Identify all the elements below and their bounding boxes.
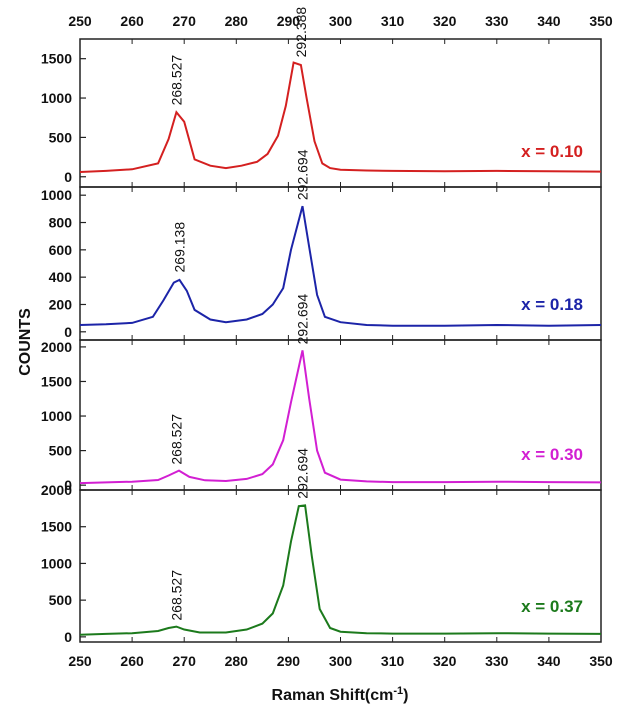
y-tick-label: 600 bbox=[49, 242, 73, 258]
panels-layer: 0 500 1000 1500 268.527 292.388 x = 0.10 0 200 40… bbox=[41, 7, 602, 645]
top-x-tick-label: 350 bbox=[589, 13, 613, 29]
top-x-tick-label: 270 bbox=[173, 13, 197, 29]
top-x-tick-label: 280 bbox=[225, 13, 249, 29]
y-tick-label: 500 bbox=[49, 443, 73, 459]
y-tick-label: 500 bbox=[49, 129, 73, 145]
x-axis-title-close: ) bbox=[403, 687, 408, 704]
y-tick-label: 1000 bbox=[41, 90, 72, 106]
series-line bbox=[79, 504, 602, 636]
peak-label: 292.694 bbox=[294, 294, 310, 345]
panel-label: x = 0.30 bbox=[521, 445, 583, 464]
panel-1: 0 500 1000 1500 268.527 292.388 x = 0.10 bbox=[41, 7, 602, 188]
panel-label: x = 0.18 bbox=[521, 295, 583, 314]
y-tick-label: 0 bbox=[64, 477, 72, 493]
y-tick-label: 800 bbox=[49, 215, 73, 231]
peak-label: 268.527 bbox=[169, 570, 185, 621]
y-axis-title: COUNTS bbox=[17, 308, 34, 376]
bottom-x-tick-label: 310 bbox=[381, 653, 405, 669]
bottom-x-tick-label: 340 bbox=[537, 653, 561, 669]
bottom-x-tick-label: 330 bbox=[485, 653, 509, 669]
top-x-tick-label: 310 bbox=[381, 13, 405, 29]
top-x-tick-label: 290 bbox=[277, 13, 301, 29]
y-tick-label: 200 bbox=[49, 296, 73, 312]
top-x-tick-label: 340 bbox=[537, 13, 561, 29]
top-x-axis: 250 260 270 280 290 300 310 320 330 340 350 bbox=[68, 13, 613, 29]
y-tick-label: 400 bbox=[49, 269, 73, 285]
bottom-x-tick-label: 290 bbox=[277, 653, 301, 669]
top-x-tick-label: 320 bbox=[433, 13, 457, 29]
y-tick-label: 1000 bbox=[41, 555, 72, 571]
peak-label: 268.527 bbox=[169, 55, 185, 106]
y-tick-label: 2000 bbox=[41, 339, 72, 355]
y-tick-label: 2000 bbox=[41, 482, 72, 498]
y-tick-label: 1500 bbox=[41, 51, 72, 67]
panel-4: 0 500 1000 1500 2000 268.527 292.694 x = 0.37 bbox=[41, 448, 602, 645]
bottom-x-tick-label: 300 bbox=[329, 653, 353, 669]
peak-label: 292.388 bbox=[293, 7, 309, 58]
panel-label: x = 0.10 bbox=[521, 142, 583, 161]
y-tick-label: 1500 bbox=[41, 373, 72, 389]
peak-label: 269.138 bbox=[172, 222, 188, 273]
y-tick-label: 0 bbox=[64, 169, 72, 185]
y-tick-label: 1000 bbox=[41, 408, 72, 424]
y-tick-label: 1500 bbox=[41, 519, 72, 535]
bottom-x-tick-label: 270 bbox=[173, 653, 197, 669]
bottom-x-tick-label: 350 bbox=[589, 653, 613, 669]
x-axis-title-main: Raman Shift(cm bbox=[272, 687, 394, 704]
panel-frame bbox=[79, 339, 602, 491]
panel-frame bbox=[79, 489, 602, 643]
bottom-x-tick-label: 250 bbox=[68, 653, 92, 669]
series-line bbox=[79, 350, 602, 485]
x-axis-title: Raman Shift(cm-1) bbox=[272, 685, 409, 704]
top-x-tick-label: 250 bbox=[68, 13, 92, 29]
panel-2: 0 200 400 600 800 1000 269.138 292.694 x = 0.18 bbox=[41, 149, 602, 341]
bottom-x-tick-label: 260 bbox=[120, 653, 144, 669]
top-x-tick-label: 300 bbox=[329, 13, 353, 29]
panel-frame bbox=[79, 186, 602, 341]
series-line bbox=[79, 205, 602, 327]
bottom-x-tick-label: 280 bbox=[225, 653, 249, 669]
x-axis-title-unit-exponent: -1 bbox=[393, 685, 403, 697]
peak-label: 292.694 bbox=[294, 149, 310, 200]
panel-label: x = 0.37 bbox=[521, 597, 583, 616]
panel-frame bbox=[79, 38, 602, 188]
y-tick-label: 0 bbox=[64, 629, 72, 645]
y-tick-label: 500 bbox=[49, 592, 73, 608]
top-x-tick-label: 260 bbox=[120, 13, 144, 29]
y-tick-label: 0 bbox=[64, 324, 72, 340]
top-x-tick-label: 330 bbox=[485, 13, 509, 29]
peak-label: 268.527 bbox=[169, 414, 185, 465]
peak-label: 292.694 bbox=[294, 448, 310, 499]
bottom-x-axis: 250 260 270 280 290 300 310 320 330 340 350 bbox=[68, 653, 613, 669]
bottom-x-tick-label: 320 bbox=[433, 653, 457, 669]
series-line bbox=[79, 61, 602, 173]
y-tick-label: 1000 bbox=[41, 187, 72, 203]
